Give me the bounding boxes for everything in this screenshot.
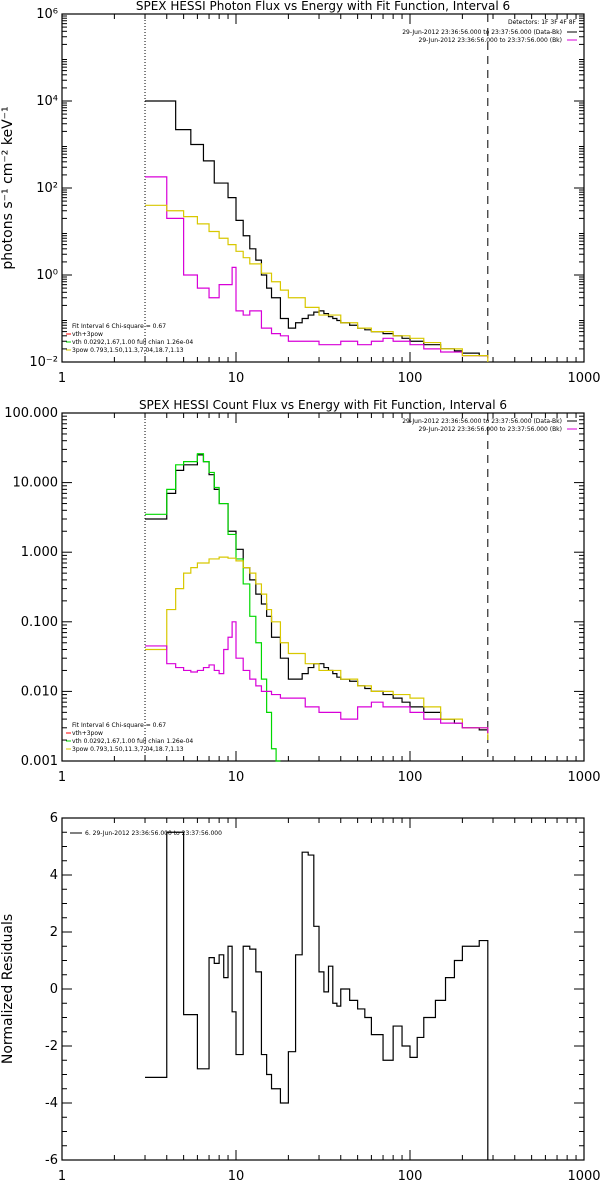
chart-3-y-tick-label: 6 xyxy=(50,811,58,826)
chart-3: 1 10 100 1000 -6 -4 -2 0 2 4 6 Normalized Residuals… xyxy=(0,811,600,1184)
chart-1-detectors-header: Detectors: 1F 3F 4F 8F xyxy=(508,19,577,26)
chart-2-bottom-legend-line-2: vth+3pow xyxy=(72,730,103,737)
chart-3-x-tick-label: 1 xyxy=(58,1169,66,1184)
chart-3-x-tick-label: 100 xyxy=(398,1169,423,1184)
chart-3-y-tick-label: 0 xyxy=(50,982,58,997)
chart-3-y-tick-label: 4 xyxy=(50,868,58,883)
chart-1-x-tick-label: 1 xyxy=(58,371,66,386)
chart-1-y-tick-label: 10⁶ xyxy=(36,7,58,22)
chart-3-y-tick-label: -6 xyxy=(45,1153,58,1168)
chart-2-x-tick-label: 10 xyxy=(228,770,245,785)
chart-1-series-2 xyxy=(145,176,489,359)
chart-2-bottom-legend-line-4: 3pow 0.793,1.50,11.3,7.04,18.7,1.13 xyxy=(72,746,184,753)
chart-2-x-tick-label: 1 xyxy=(58,770,66,785)
chart-1-ylabel: photons s⁻¹ cm⁻² keV⁻¹ xyxy=(0,106,16,269)
chart-3-legend-text: 6. 29-Jun-2012 23:36:56.000 to 23:37:56.… xyxy=(85,830,222,837)
chart-3-x-tick-label: 10 xyxy=(228,1169,245,1184)
chart-1-y-tick-label: 10⁰ xyxy=(36,268,58,283)
chart-3-y-tick-label: -4 xyxy=(45,1096,58,1111)
chart-1-y-tick-label: 10⁴ xyxy=(36,94,58,109)
chart-2-x-tick-label: 100 xyxy=(398,770,423,785)
chart-3-series-1 xyxy=(145,831,489,1160)
chart-1-top-legend-line-1: 29-Jun-2012 23:36:56.000 to 23:37:56.000… xyxy=(402,29,562,36)
chart-2-y-tick-label: 0.100 xyxy=(21,615,58,630)
chart-1-bottom-legend-line-4: 3pow 0.793,1.50,11.3,7.04,18.7,1.13 xyxy=(72,347,184,354)
chart-2-series-2 xyxy=(145,453,281,762)
chart-2-bottom-legend-line-3: vth 0.0292,1.67,1.00 full chian 1.26e-04 xyxy=(72,738,193,745)
chart-2-y-tick-label: 100.000 xyxy=(4,406,58,421)
chart-1-top-legend-line-2: 29-Jun-2012 23:36:56.000 to 23:37:56.000… xyxy=(419,37,562,44)
chart-2-y-tick-label: 10.000 xyxy=(13,476,59,491)
chart-3-frame xyxy=(61,817,585,1161)
chart-1-frame xyxy=(61,13,585,363)
chart-1-bottom-legend-line-2: vth+3pow xyxy=(72,331,103,338)
chart-3-y-tick-label: 2 xyxy=(50,925,58,940)
chart-1-y-tick-label: 10⁻² xyxy=(29,355,58,370)
chart-1-bottom-legend-line-1: Fit Interval 6 Chi-square = 0.67 xyxy=(72,323,166,330)
chart-2-series-1 xyxy=(145,454,489,734)
chart-2-y-tick-label: 0.010 xyxy=(21,684,58,699)
chart-1: SPEX HESSI Photon Flux vs Energy with Fi… xyxy=(0,0,600,386)
chart-2: SPEX HESSI Count Flux vs Energy with Fit… xyxy=(4,398,600,785)
chart-2-frame xyxy=(61,412,585,762)
chart-1-series-1 xyxy=(145,100,488,357)
chart-3-ylabel: Normalized Residuals xyxy=(0,914,16,1064)
chart-1-series-3 xyxy=(145,204,489,362)
chart-2-series-4 xyxy=(145,621,489,734)
chart-1-x-tick-label: 100 xyxy=(398,371,423,386)
chart-3-x-tick-label: 1000 xyxy=(567,1169,600,1184)
chart-2-y-tick-label: 1.000 xyxy=(21,545,58,560)
chart-2-x-tick-label: 1000 xyxy=(567,770,600,785)
chart-2-y-tick-label: 0.001 xyxy=(21,754,58,769)
chart-2-top-legend-line-1: 29-Jun-2012 23:36:56.000 to 23:37:56.000… xyxy=(402,418,562,425)
chart-1-bottom-legend-line-3: vth 0.0292,1.67,1.00 full chian 1.26e-04 xyxy=(72,339,193,346)
chart-1-title: SPEX HESSI Photon Flux vs Energy with Fi… xyxy=(136,0,510,13)
chart-1-x-tick-label: 1000 xyxy=(567,371,600,386)
chart-2-title: SPEX HESSI Count Flux vs Energy with Fit… xyxy=(139,398,507,412)
chart-1-x-tick-label: 10 xyxy=(228,371,245,386)
chart-3-y-tick-label: -2 xyxy=(45,1039,58,1054)
chart-2-series-3 xyxy=(145,556,489,741)
chart-2-bottom-legend-line-1: Fit Interval 6 Chi-square = 0.67 xyxy=(72,722,166,729)
chart-2-top-legend-line-2: 29-Jun-2012 23:36:56.000 to 23:37:56.000… xyxy=(419,426,562,433)
chart-1-y-tick-label: 10² xyxy=(36,181,58,196)
